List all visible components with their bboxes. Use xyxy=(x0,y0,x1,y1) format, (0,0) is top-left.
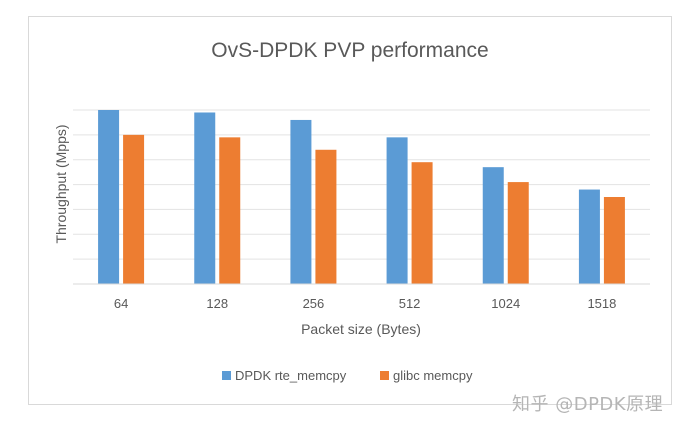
bar-dpdk-64 xyxy=(98,110,120,284)
y-axis-label: Throughput (Mpps) xyxy=(53,124,69,243)
bar-glibc-128 xyxy=(219,137,241,284)
legend: DPDK rte_memcpy glibc memcpy xyxy=(222,368,473,383)
bar-dpdk-256 xyxy=(290,119,312,284)
legend-swatch xyxy=(380,371,389,380)
x-tick-label: 128 xyxy=(206,296,228,311)
bar-glibc-1518 xyxy=(603,197,625,284)
legend-label: glibc memcpy xyxy=(393,368,473,383)
x-tick-label: 512 xyxy=(399,296,421,311)
bar-glibc-64 xyxy=(123,134,145,284)
legend-label: DPDK rte_memcpy xyxy=(235,368,347,383)
x-tick-label: 256 xyxy=(303,296,325,311)
bar-glibc-1024 xyxy=(507,182,529,284)
bar-glibc-512 xyxy=(411,162,433,284)
x-tick-label: 64 xyxy=(114,296,128,311)
bar-dpdk-1024 xyxy=(482,167,504,284)
x-tick-label: 1024 xyxy=(491,296,520,311)
bar-dpdk-128 xyxy=(194,112,216,284)
x-axis-label: Packet size (Bytes) xyxy=(301,321,421,337)
watermark: 知乎 @DPDK原理 xyxy=(512,394,664,415)
x-tick-labels: 64 128 256 512 1024 1518 xyxy=(114,296,617,311)
legend-swatch xyxy=(222,371,231,380)
gridlines xyxy=(73,109,650,260)
chart-title: OvS-DPDK PVP performance xyxy=(211,39,488,62)
bar-glibc-256 xyxy=(315,149,337,284)
bar-dpdk-1518 xyxy=(578,189,600,284)
x-tick-label: 1518 xyxy=(587,296,616,311)
bar-dpdk-512 xyxy=(386,137,408,284)
bars xyxy=(98,110,625,284)
